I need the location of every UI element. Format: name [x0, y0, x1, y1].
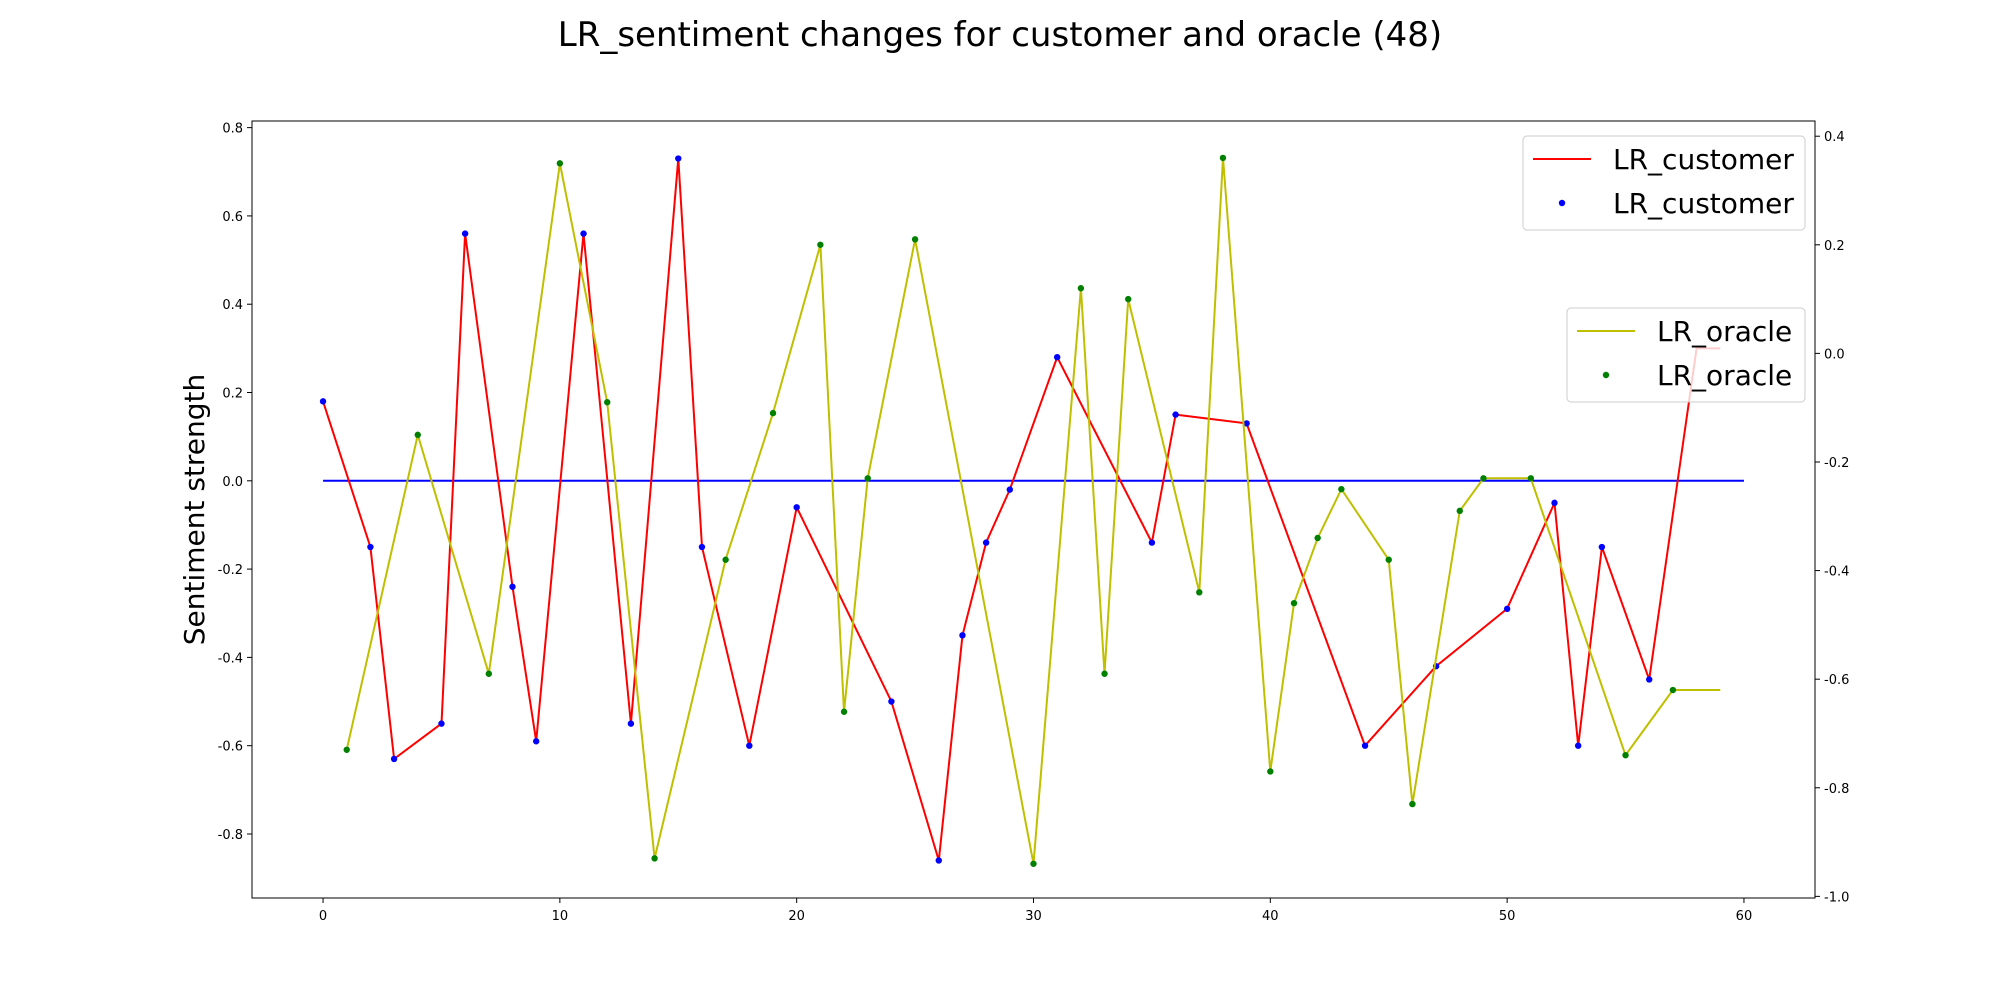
left-y-tick-label: -0.6 — [218, 740, 243, 755]
x-tick-label: 0 — [319, 909, 327, 924]
data-point-lr-oracle — [1314, 534, 1321, 542]
data-point-lr-oracle — [1456, 507, 1463, 515]
data-point-lr-oracle — [651, 855, 658, 862]
plot-frame — [251, 120, 1816, 899]
right-y-tick-label: -1.0 — [1824, 890, 1849, 905]
data-point-lr-oracle — [414, 431, 421, 439]
data-point-lr-customer — [532, 738, 540, 745]
data-point-lr-oracle — [1480, 475, 1487, 482]
data-point-lr-customer — [959, 632, 966, 639]
legend-marker-swatch — [1602, 371, 1610, 379]
right-y-tick-label: -0.2 — [1824, 456, 1849, 471]
data-point-lr-oracle — [343, 746, 350, 753]
data-point-lr-customer — [935, 857, 942, 864]
data-point-lr-oracle — [604, 399, 611, 406]
data-point-lr-customer — [509, 583, 516, 590]
data-point-lr-oracle — [1101, 670, 1108, 677]
chart-title: LR_sentiment changes for customer and or… — [558, 15, 1442, 55]
data-point-lr-customer — [580, 230, 587, 237]
left-y-tick-label: -0.4 — [218, 651, 243, 666]
x-tick-label: 30 — [1025, 909, 1042, 924]
legend-label: LR_customer — [1613, 187, 1794, 220]
right-y-tick-label: 0.2 — [1824, 239, 1845, 254]
series-line-lr-oracle — [345, 157, 1721, 864]
data-point-lr-oracle — [1219, 154, 1227, 162]
data-point-lr-oracle — [722, 556, 729, 563]
data-point-lr-customer — [675, 155, 682, 162]
data-point-lr-customer — [461, 230, 469, 237]
data-point-lr-oracle — [556, 160, 564, 167]
data-point-lr-customer — [438, 720, 445, 727]
data-point-lr-customer — [793, 504, 800, 511]
data-point-lr-oracle — [1267, 768, 1274, 775]
right-y-tick-label: 0.0 — [1824, 347, 1845, 362]
x-tick-label: 10 — [552, 909, 569, 924]
data-point-lr-oracle — [864, 475, 871, 482]
data-point-lr-oracle — [1125, 295, 1132, 303]
x-tick-label: 40 — [1262, 909, 1279, 924]
data-point-lr-oracle — [1409, 800, 1416, 808]
series-line-lr-customer — [322, 158, 1721, 861]
data-point-lr-oracle — [1030, 860, 1037, 867]
data-point-lr-customer — [1006, 486, 1014, 493]
legends: LR_customer LR_customer LR_oracle LR_oracle — [1522, 135, 1806, 403]
data-point-lr-customer — [1172, 411, 1179, 418]
data-point-lr-oracle — [1669, 686, 1677, 694]
data-point-lr-customer — [1361, 742, 1369, 749]
legend-label: LR_oracle — [1657, 359, 1792, 392]
right-y-tick-label: -0.8 — [1824, 782, 1849, 797]
data-point-lr-oracle — [1622, 751, 1629, 759]
data-point-lr-customer — [746, 742, 753, 749]
left-y-tick-label: 0.2 — [222, 387, 243, 402]
x-tick-label: 20 — [788, 909, 805, 924]
data-point-lr-customer — [888, 698, 895, 705]
right-y-tick-label: -0.4 — [1824, 565, 1849, 580]
left-y-tick-label: 0.6 — [222, 210, 243, 225]
data-point-lr-oracle — [817, 241, 824, 248]
data-point-lr-oracle — [840, 708, 848, 715]
left-y-tick-label: -0.2 — [218, 563, 243, 578]
x-tick-label: 60 — [1736, 909, 1753, 924]
x-tick-label: 50 — [1499, 909, 1516, 924]
data-point-lr-customer — [982, 539, 990, 546]
data-point-lr-customer — [319, 398, 327, 405]
data-point-lr-customer — [1243, 420, 1250, 427]
left-y-tick-label: 0.4 — [222, 298, 243, 313]
data-point-lr-customer — [1503, 605, 1511, 613]
left-y-tick-label: -0.8 — [218, 828, 243, 843]
data-point-lr-customer — [390, 755, 398, 763]
data-point-lr-oracle — [1077, 285, 1085, 292]
data-point-lr-customer — [627, 720, 635, 727]
data-point-lr-oracle — [1338, 485, 1345, 493]
y-axis-label: Sentiment strength — [178, 374, 211, 646]
left-y-tick-label: 0.0 — [222, 475, 243, 490]
left-y-tick-label: 0.8 — [222, 122, 243, 137]
data-point-lr-oracle — [769, 409, 777, 417]
data-point-lr-oracle — [1290, 599, 1298, 607]
legend-box — [1522, 135, 1806, 231]
legend-marker-swatch — [1558, 199, 1566, 207]
right-y-tick-label: 0.4 — [1824, 130, 1845, 145]
right-y-tick-label: -0.6 — [1824, 673, 1849, 688]
data-point-lr-customer — [1646, 676, 1653, 683]
data-point-lr-customer — [1574, 742, 1582, 749]
data-point-lr-oracle — [1385, 556, 1392, 563]
data-point-lr-customer — [1551, 499, 1558, 507]
legend-label: LR_customer — [1613, 143, 1794, 176]
data-point-lr-oracle — [485, 670, 493, 677]
data-point-lr-customer — [698, 543, 706, 551]
data-point-lr-oracle — [1527, 475, 1535, 482]
data-point-lr-customer — [367, 543, 374, 551]
legend-label: LR_oracle — [1657, 315, 1792, 348]
data-point-lr-oracle — [1196, 589, 1203, 596]
data-point-lr-customer — [1148, 539, 1156, 546]
data-point-lr-customer — [1598, 543, 1606, 551]
data-point-lr-oracle — [911, 236, 919, 243]
data-point-lr-customer — [1053, 353, 1061, 361]
plot-area: 0 10 20 30 40 50 60 -0.8 -0.6 -0.4 -0.2 0.0 0.2 0.4 0.… — [218, 120, 1849, 924]
